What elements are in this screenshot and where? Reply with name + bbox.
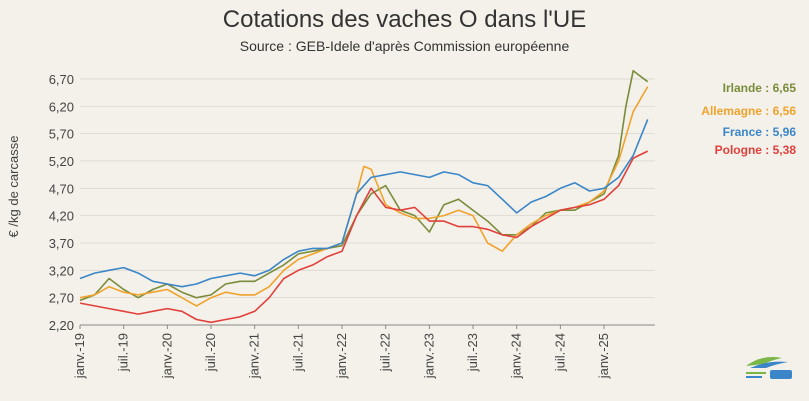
x-tick-label: juil.-19 [116,333,131,372]
chart-title: Cotations des vaches O dans l'UE [222,6,587,33]
x-tick-label: juil.-23 [465,333,480,372]
y-tick-label: 5,70 [49,127,74,142]
x-tick-label: janv.-19 [72,333,87,379]
series-label-france: France : 5,96 [723,125,797,139]
y-tick-label: 4,20 [49,209,74,224]
y-axis-label: € /kg de carcasse [6,136,21,238]
y-tick-label: 2,70 [49,291,74,306]
y-tick-label: 5,20 [49,154,74,169]
x-tick-label: janv.-23 [421,333,436,379]
x-tick-label: janv.-24 [509,333,524,379]
y-tick-label: 6,70 [49,72,74,87]
x-tick-label: janv.-22 [334,333,349,379]
x-tick-label: juil.-22 [378,333,393,372]
x-tick-label: juil.-24 [552,333,567,372]
x-tick-label: janv.-25 [596,333,611,379]
series-line-pologne [79,150,649,324]
x-tick-label: juil.-21 [290,333,305,372]
y-tick-label: 4,70 [49,181,74,196]
series-label-pologne: Pologne : 5,38 [715,143,797,157]
y-tick-label: 3,20 [49,263,74,278]
series-label-irlande: Irlande : 6,65 [723,81,797,95]
idele-logo [746,357,792,379]
y-tick-label: 3,70 [49,236,74,251]
x-tick-label: janv.-20 [159,333,174,379]
y-tick-label: 2,20 [49,318,74,333]
series-label-allemagne: Allemagne : 6,56 [701,104,796,118]
series-line-irlande [79,69,649,302]
y-tick-label: 6,20 [49,99,74,114]
x-tick-label: janv.-21 [247,333,262,379]
x-tick-label: juil.-20 [203,333,218,372]
chart-subtitle: Source : GEB-Idele d'après Commission eu… [239,38,570,54]
series-line-france [79,119,649,288]
series-line-allemagne [79,86,649,307]
